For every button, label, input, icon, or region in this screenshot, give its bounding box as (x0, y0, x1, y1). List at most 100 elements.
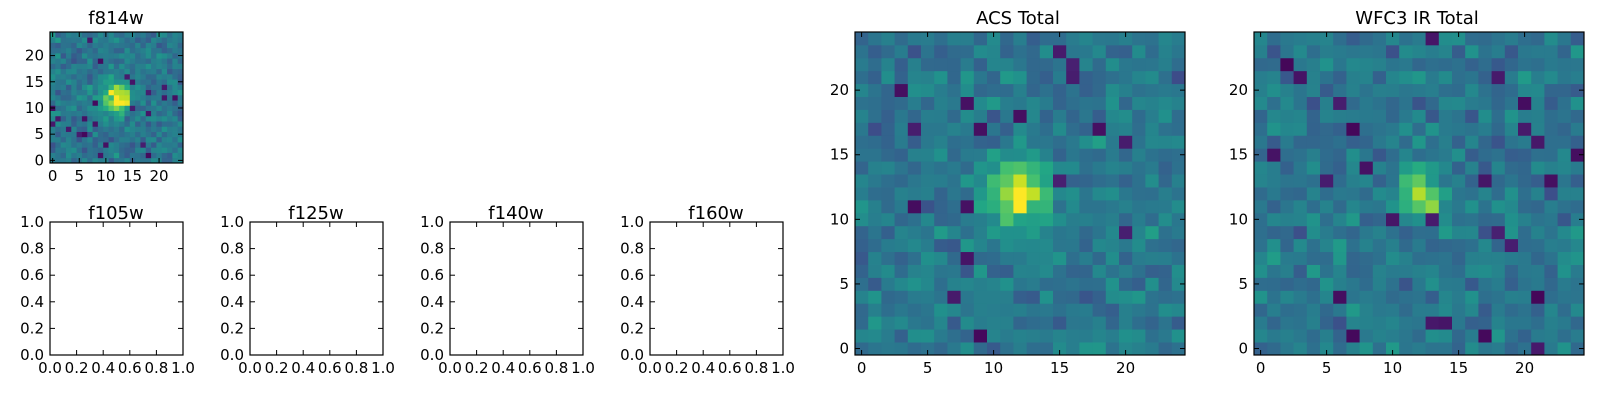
heatmap-cell (1026, 135, 1041, 149)
heatmap-cell (60, 136, 67, 143)
heatmap-cell (60, 89, 67, 96)
heatmap-cell (1000, 212, 1014, 227)
heatmap-cell (60, 94, 67, 101)
heatmap-cell (151, 79, 157, 85)
heatmap-cell (81, 79, 88, 85)
heatmap-cell (1386, 251, 1400, 265)
heatmap-cell (55, 63, 62, 70)
heatmap-cell (1158, 96, 1173, 110)
panel-f160w: f160w 0.0 0.2 0.4 0.6 0.8 1.00.00.20.40.60.81… (620, 203, 795, 377)
heatmap-cell (1105, 212, 1120, 227)
heatmap-cell (145, 105, 152, 111)
heatmap-cell (1452, 109, 1466, 123)
heatmap-cell (1425, 57, 1440, 72)
heatmap-cell (124, 89, 131, 96)
heatmap-cell (973, 342, 988, 356)
heatmap-cell (1504, 148, 1519, 162)
heatmap-cell (145, 142, 152, 148)
heatmap-cell (81, 115, 88, 122)
heatmap-cell (1478, 225, 1492, 240)
heatmap-cell (1119, 70, 1133, 85)
heatmap-cell (119, 105, 125, 111)
heatmap-cell (92, 68, 99, 75)
heatmap-cell (167, 94, 173, 101)
heatmap-cell (108, 136, 115, 143)
heatmap-cell (1306, 161, 1321, 175)
heatmap-cell (177, 136, 184, 143)
heatmap-cell (1132, 199, 1146, 214)
heatmap-cell (881, 303, 895, 317)
heatmap-cell (145, 126, 152, 132)
x-tick-label: 0.4 (691, 359, 715, 377)
heatmap-cell (145, 121, 152, 127)
heatmap-cell (167, 147, 173, 153)
heatmap-cell (1145, 44, 1159, 59)
heatmap-cell (135, 105, 141, 111)
heatmap-cell (92, 47, 99, 54)
heatmap-cell (1145, 161, 1159, 175)
heatmap-cell (151, 142, 157, 148)
heatmap-cell (108, 157, 115, 164)
heatmap-cell (1320, 264, 1334, 278)
heatmap-cell (1092, 251, 1107, 265)
heatmap-cell (907, 32, 922, 46)
heatmap-cell (1132, 277, 1146, 291)
heatmap-cell (1105, 83, 1120, 97)
heatmap-cell (1053, 148, 1067, 162)
heatmap-cell (1346, 212, 1360, 227)
heatmap-cell (1359, 32, 1374, 46)
heatmap-cell (960, 303, 975, 317)
heatmap-cell (92, 105, 99, 111)
heatmap-cell (921, 122, 935, 136)
heatmap-cell (1254, 96, 1268, 110)
heatmap-cell (947, 316, 961, 330)
heatmap-cell (1306, 329, 1321, 343)
heatmap-cell (1171, 342, 1186, 356)
heatmap-cell (960, 225, 975, 240)
heatmap-cell (1399, 264, 1413, 278)
heatmap-cell (1386, 225, 1400, 240)
heatmap-cell (1066, 225, 1080, 240)
heatmap-cell (1000, 44, 1014, 59)
heatmap-cell (1465, 329, 1479, 343)
heatmap-cell (1386, 44, 1400, 59)
heatmap-cell (934, 57, 948, 72)
axis-frame-f105w (49, 221, 184, 356)
heatmap-cell (1359, 316, 1374, 330)
heatmap-cell (172, 147, 179, 153)
heatmap-cell (1399, 174, 1413, 188)
heatmap-cell (151, 115, 157, 122)
heatmap-cell (1386, 122, 1400, 136)
heatmap-cell (167, 157, 173, 164)
heatmap-cell (1570, 148, 1585, 162)
heatmap-cell (1053, 264, 1067, 278)
heatmap-cell (934, 174, 948, 188)
heatmap-cell (145, 94, 152, 101)
heatmap-cell (92, 152, 99, 159)
heatmap-cell (113, 47, 120, 54)
heatmap-cell (1491, 70, 1506, 85)
heatmap-cell (1452, 161, 1466, 175)
heatmap-cell (1478, 32, 1492, 46)
heatmap-cell (1171, 161, 1186, 175)
heatmap-cell (108, 100, 115, 106)
heatmap-cell (1452, 290, 1466, 304)
heatmap-cell (947, 148, 961, 162)
heatmap-cell (103, 89, 109, 96)
heatmap-cell (1039, 83, 1054, 97)
heatmap-cell (1491, 316, 1506, 330)
heatmap-cell (1346, 174, 1360, 188)
heatmap-cell (894, 70, 909, 85)
heatmap-cell (81, 73, 88, 80)
heatmap-cell (76, 131, 83, 138)
heatmap-cell (1320, 135, 1334, 149)
heatmap-cell (55, 79, 62, 85)
heatmap-cell (1000, 238, 1014, 253)
heatmap-cell (135, 42, 141, 49)
heatmap-cell (1386, 264, 1400, 278)
heatmap-cell (1412, 96, 1426, 110)
heatmap-cell (140, 105, 147, 111)
heatmap-cell (987, 303, 1001, 317)
heatmap-cell (1478, 238, 1492, 253)
heatmap-cell (1544, 44, 1558, 59)
